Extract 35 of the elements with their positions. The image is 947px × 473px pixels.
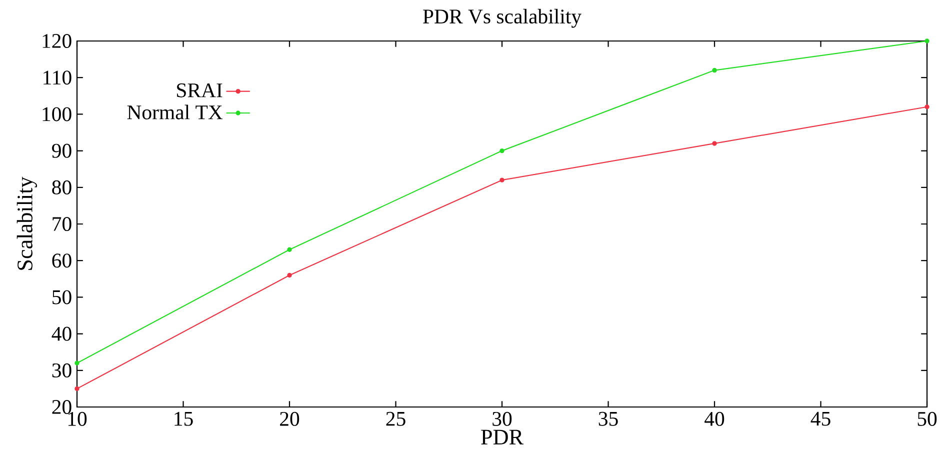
- y-tick-label: 20: [52, 400, 72, 414]
- x-tick-label: 50: [918, 412, 937, 426]
- y-tick-label: 90: [52, 144, 72, 158]
- y-tick-label: 110: [44, 70, 72, 85]
- y-tick-label: 120: [42, 34, 72, 48]
- point: [712, 68, 717, 73]
- x-tick-label: 10: [68, 412, 87, 426]
- y-tick-label: 80: [52, 180, 72, 194]
- point: [74, 386, 80, 392]
- y-axis-title: Scalability: [16, 176, 38, 270]
- legend-label: SRAI: [177, 83, 222, 98]
- x-tick-label: 40: [704, 412, 724, 426]
- x-tick-label: 35: [598, 412, 618, 426]
- point: [712, 141, 717, 146]
- legend-label: Normal TX: [127, 104, 223, 120]
- y-tick-label: 40: [52, 326, 72, 341]
- chart-title: PDR Vs scalability: [423, 8, 582, 28]
- y-tick-label: 30: [52, 363, 72, 378]
- y-tick-label: 50: [52, 290, 72, 304]
- point: [74, 360, 80, 366]
- x-tick-label: 15: [174, 412, 193, 426]
- point: [500, 148, 504, 154]
- point: [287, 247, 292, 252]
- x-tick-label: 30: [492, 412, 512, 426]
- y-tick-label: 60: [52, 254, 72, 268]
- x-axis-title: PDR: [481, 430, 524, 444]
- point: [924, 104, 930, 110]
- x-tick-label: 25: [386, 412, 406, 426]
- x-tick-label: 20: [280, 412, 300, 426]
- point: [287, 272, 292, 278]
- point: [924, 38, 930, 44]
- y-tick-label: 100: [42, 107, 72, 122]
- y-tick-label: 70: [52, 216, 72, 231]
- x-tick-label: 45: [810, 412, 830, 426]
- point: [500, 178, 504, 182]
